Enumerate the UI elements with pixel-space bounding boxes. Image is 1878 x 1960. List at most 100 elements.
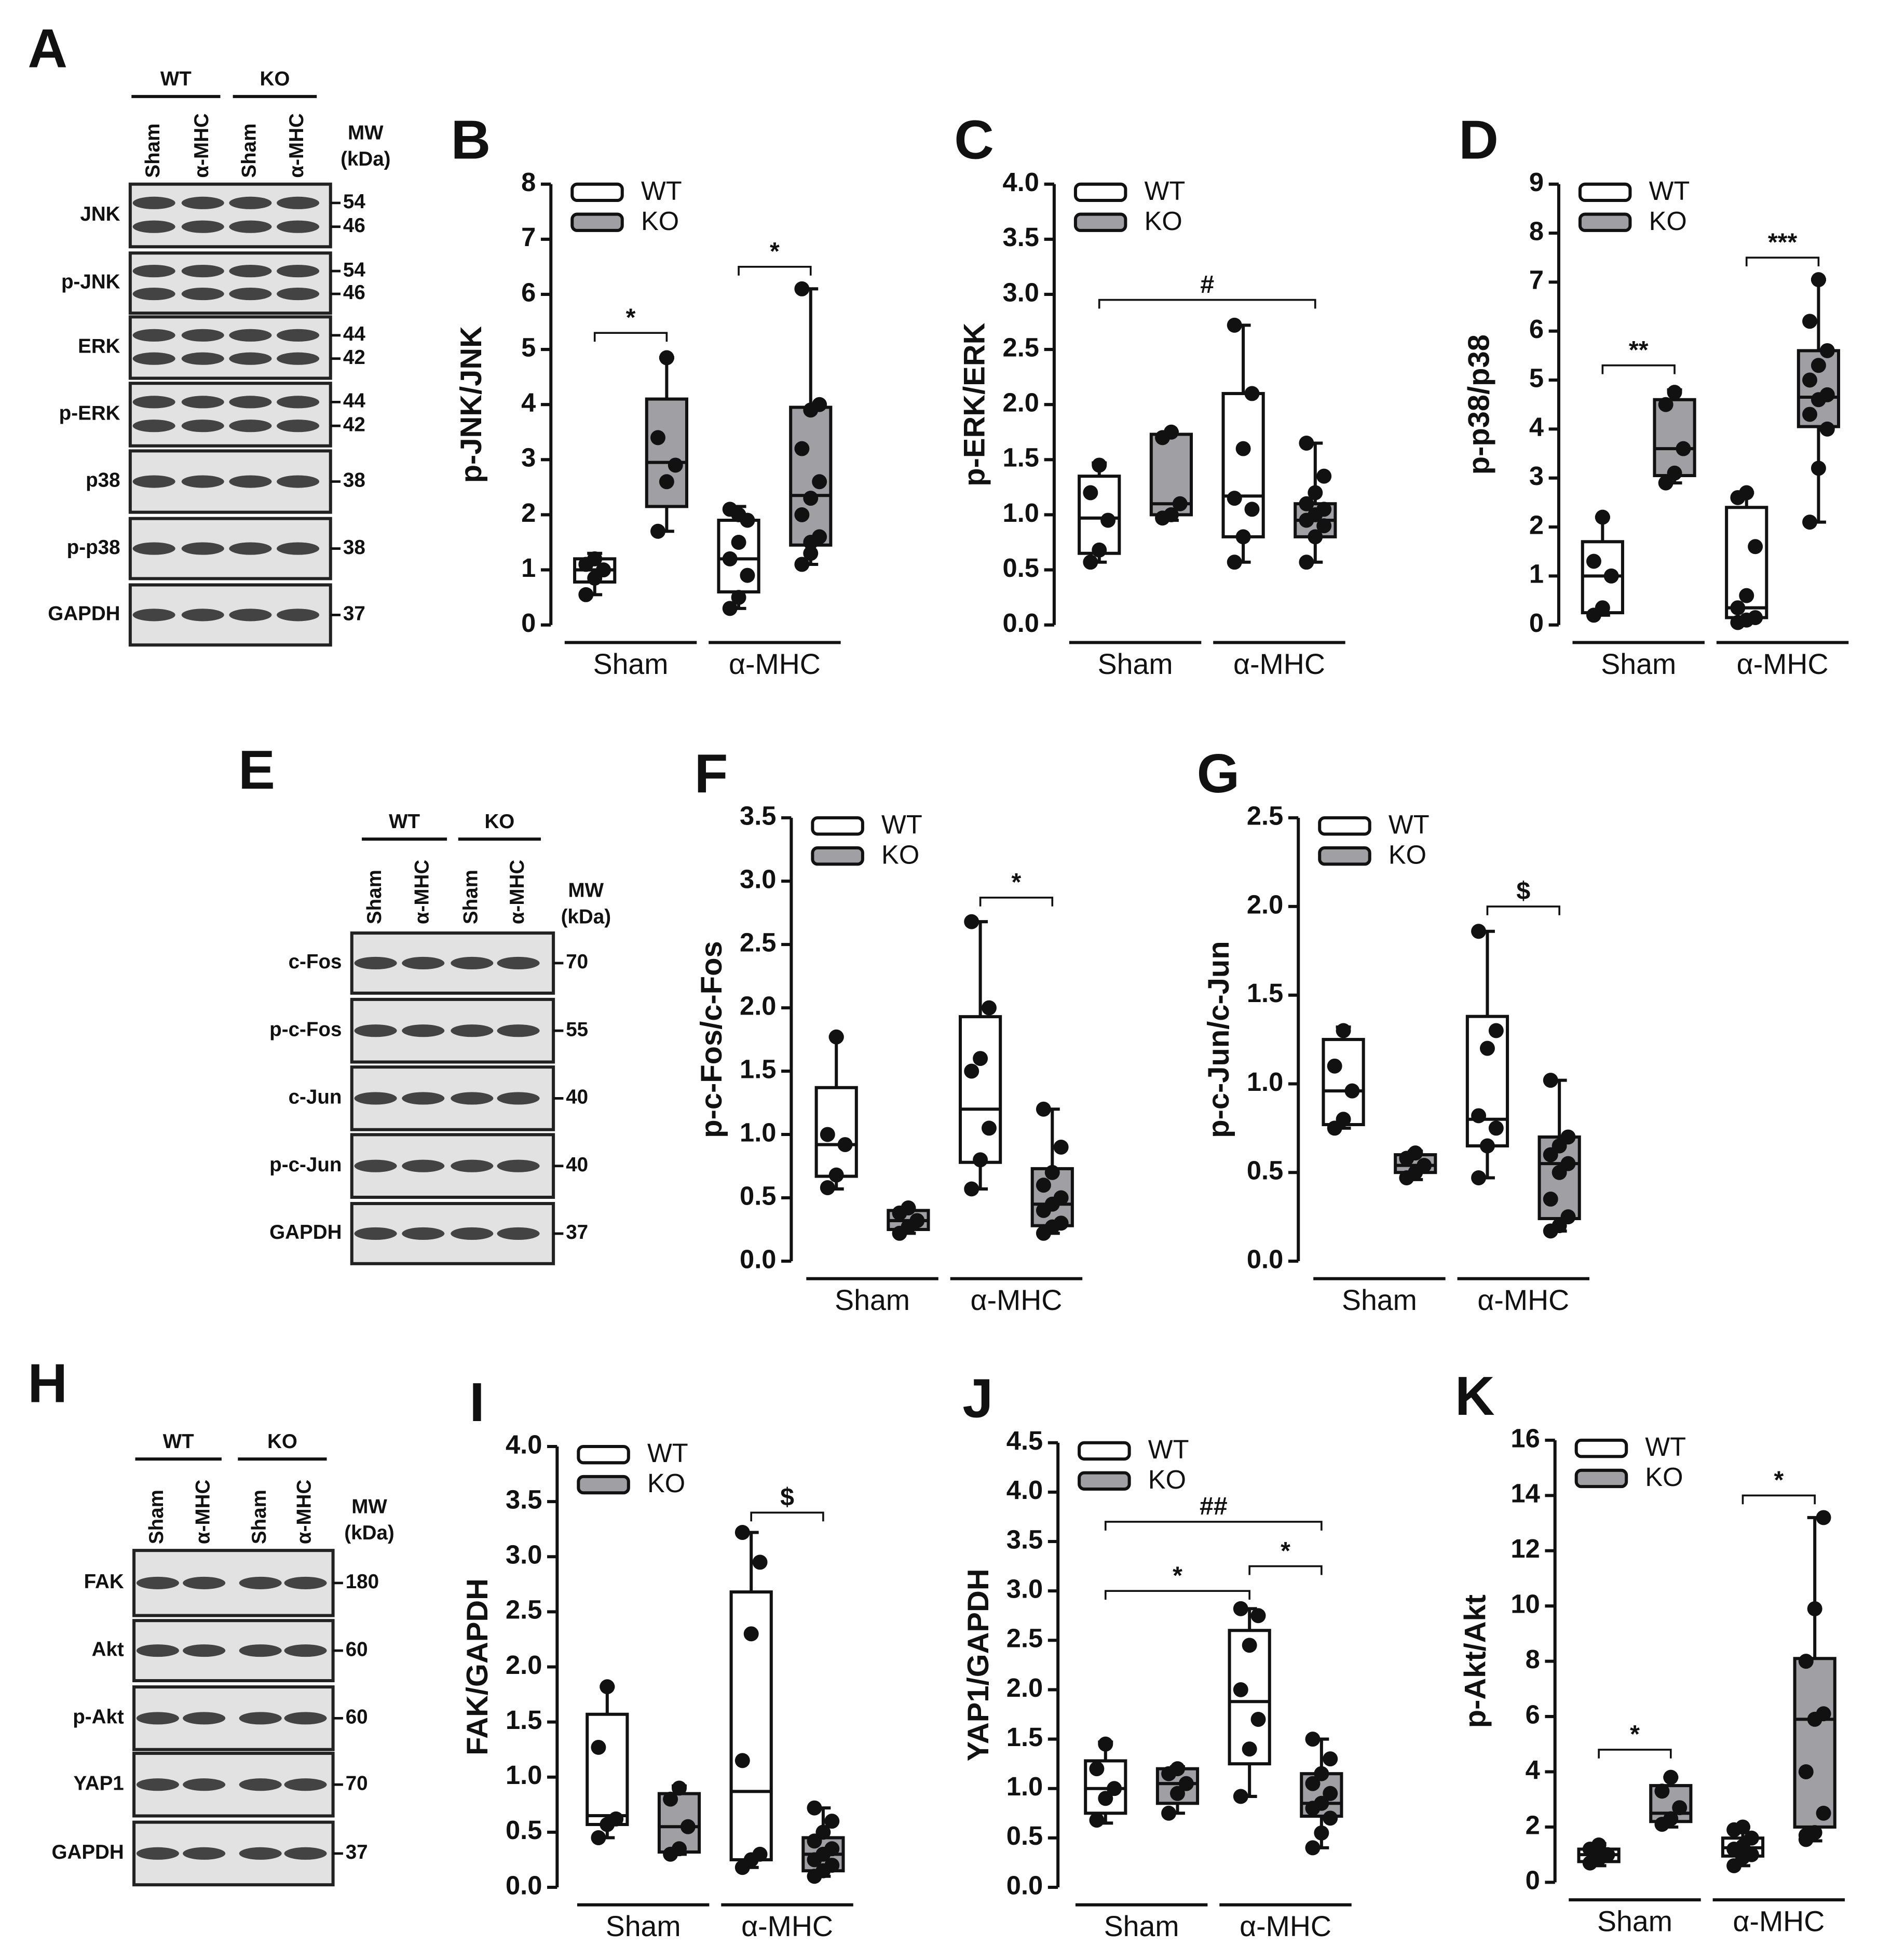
band bbox=[451, 1159, 494, 1172]
data-point bbox=[964, 914, 979, 929]
row-label: p-JNK bbox=[61, 271, 120, 293]
data-point bbox=[1083, 485, 1098, 501]
legend-label: WT bbox=[1649, 176, 1690, 206]
row-label: p-p38 bbox=[67, 536, 120, 559]
x-tick-label: Sham bbox=[835, 1284, 910, 1316]
row-label: JNK bbox=[80, 203, 120, 225]
band bbox=[132, 420, 175, 432]
band bbox=[497, 956, 540, 969]
significance-bracket bbox=[1741, 1494, 1816, 1505]
legend-swatch bbox=[1073, 182, 1127, 202]
data-point bbox=[1748, 610, 1763, 626]
mw-label: 38 bbox=[343, 536, 365, 559]
data-point bbox=[1235, 441, 1251, 456]
box bbox=[1793, 1657, 1836, 1829]
data-point bbox=[752, 1846, 768, 1862]
lane-label: α-MHC bbox=[192, 1480, 214, 1544]
panel-letter: G bbox=[1197, 743, 1240, 804]
mw-header: (kDa) bbox=[341, 148, 390, 170]
y-tick-label: 4 bbox=[521, 388, 536, 417]
data-point bbox=[1336, 1023, 1351, 1038]
data-point bbox=[1305, 1840, 1321, 1856]
data-point bbox=[752, 1555, 768, 1570]
data-point bbox=[1802, 515, 1818, 530]
data-point bbox=[964, 1063, 979, 1079]
group-label: WT bbox=[389, 810, 420, 833]
y-tick-label: 6 bbox=[521, 277, 536, 307]
panel-letter: E bbox=[238, 739, 275, 801]
data-point bbox=[740, 567, 755, 583]
mw-label: 42 bbox=[343, 413, 365, 436]
band bbox=[132, 352, 175, 365]
y-tick-label: 3.5 bbox=[740, 801, 776, 831]
significance-bracket bbox=[1248, 1565, 1323, 1575]
data-point bbox=[1227, 317, 1242, 333]
data-point bbox=[1802, 372, 1818, 388]
data-point bbox=[1802, 407, 1818, 422]
data-point bbox=[1798, 1654, 1814, 1669]
data-point bbox=[731, 507, 746, 522]
data-point bbox=[1735, 1819, 1750, 1835]
y-tick-label: 6 bbox=[1526, 1699, 1540, 1729]
data-point bbox=[1235, 529, 1251, 545]
y-tick-label: 2.5 bbox=[1247, 801, 1283, 831]
band bbox=[229, 420, 272, 432]
data-point bbox=[659, 474, 674, 490]
band bbox=[183, 1847, 226, 1860]
y-tick-label: 3.5 bbox=[506, 1484, 542, 1514]
significance-bracket bbox=[1598, 1749, 1672, 1759]
lane-label: α-MHC bbox=[285, 113, 308, 178]
data-point bbox=[901, 1200, 916, 1216]
data-point bbox=[608, 1811, 624, 1827]
legend-swatch bbox=[577, 1444, 630, 1465]
row-label: c-Jun bbox=[289, 1086, 342, 1109]
y-tick-label: 2.5 bbox=[1003, 332, 1039, 362]
box bbox=[645, 397, 688, 508]
y-tick-label: 3.0 bbox=[1006, 1574, 1043, 1604]
band bbox=[277, 352, 320, 365]
data-point bbox=[1479, 1138, 1495, 1154]
band bbox=[132, 475, 175, 488]
x-tick-label: α-MHC bbox=[1477, 1284, 1569, 1316]
y-tick-label: 0.5 bbox=[506, 1815, 542, 1845]
y-tick-label: 4 bbox=[1526, 1755, 1540, 1785]
data-point bbox=[1083, 555, 1098, 570]
data-point bbox=[591, 1830, 606, 1845]
y-axis-label: p-JNK/JNK bbox=[455, 326, 488, 483]
legend-label: WT bbox=[1145, 176, 1186, 206]
panel-letter: C bbox=[954, 110, 994, 171]
data-point bbox=[794, 557, 810, 572]
band bbox=[497, 1092, 540, 1105]
mw-label: 60 bbox=[346, 1638, 368, 1660]
mw-label: 37 bbox=[346, 1841, 368, 1863]
y-tick-label: 0.0 bbox=[506, 1870, 542, 1900]
box bbox=[1322, 1038, 1365, 1127]
data-point bbox=[812, 474, 827, 490]
band bbox=[284, 1847, 327, 1860]
lane-label: Sham bbox=[248, 1490, 270, 1544]
y-tick-label: 5 bbox=[1529, 363, 1544, 393]
band bbox=[229, 196, 272, 209]
data-point bbox=[668, 457, 683, 473]
legend-label: KO bbox=[1645, 1462, 1683, 1492]
mw-label: 38 bbox=[343, 469, 365, 492]
data-point bbox=[1802, 314, 1818, 329]
panel-letter: D bbox=[1459, 110, 1499, 171]
row-label: GAPDH bbox=[269, 1221, 342, 1243]
data-point bbox=[1600, 1847, 1615, 1862]
band bbox=[183, 1576, 226, 1589]
mw-label: 44 bbox=[343, 390, 365, 412]
x-tick-label: Sham bbox=[1098, 648, 1173, 680]
y-tick-label: 4.0 bbox=[1006, 1475, 1043, 1505]
data-point bbox=[1336, 1112, 1351, 1127]
y-tick-label: 7 bbox=[521, 222, 536, 252]
y-tick-label: 2 bbox=[521, 498, 536, 528]
data-point bbox=[1092, 457, 1107, 473]
band bbox=[229, 475, 272, 488]
y-tick-label: 2.0 bbox=[740, 991, 776, 1020]
blot-row bbox=[128, 251, 332, 315]
group-label: KO bbox=[267, 1430, 297, 1453]
data-point bbox=[1560, 1209, 1576, 1225]
y-tick-label: 4.0 bbox=[506, 1429, 542, 1459]
mw-label: 40 bbox=[566, 1154, 588, 1176]
